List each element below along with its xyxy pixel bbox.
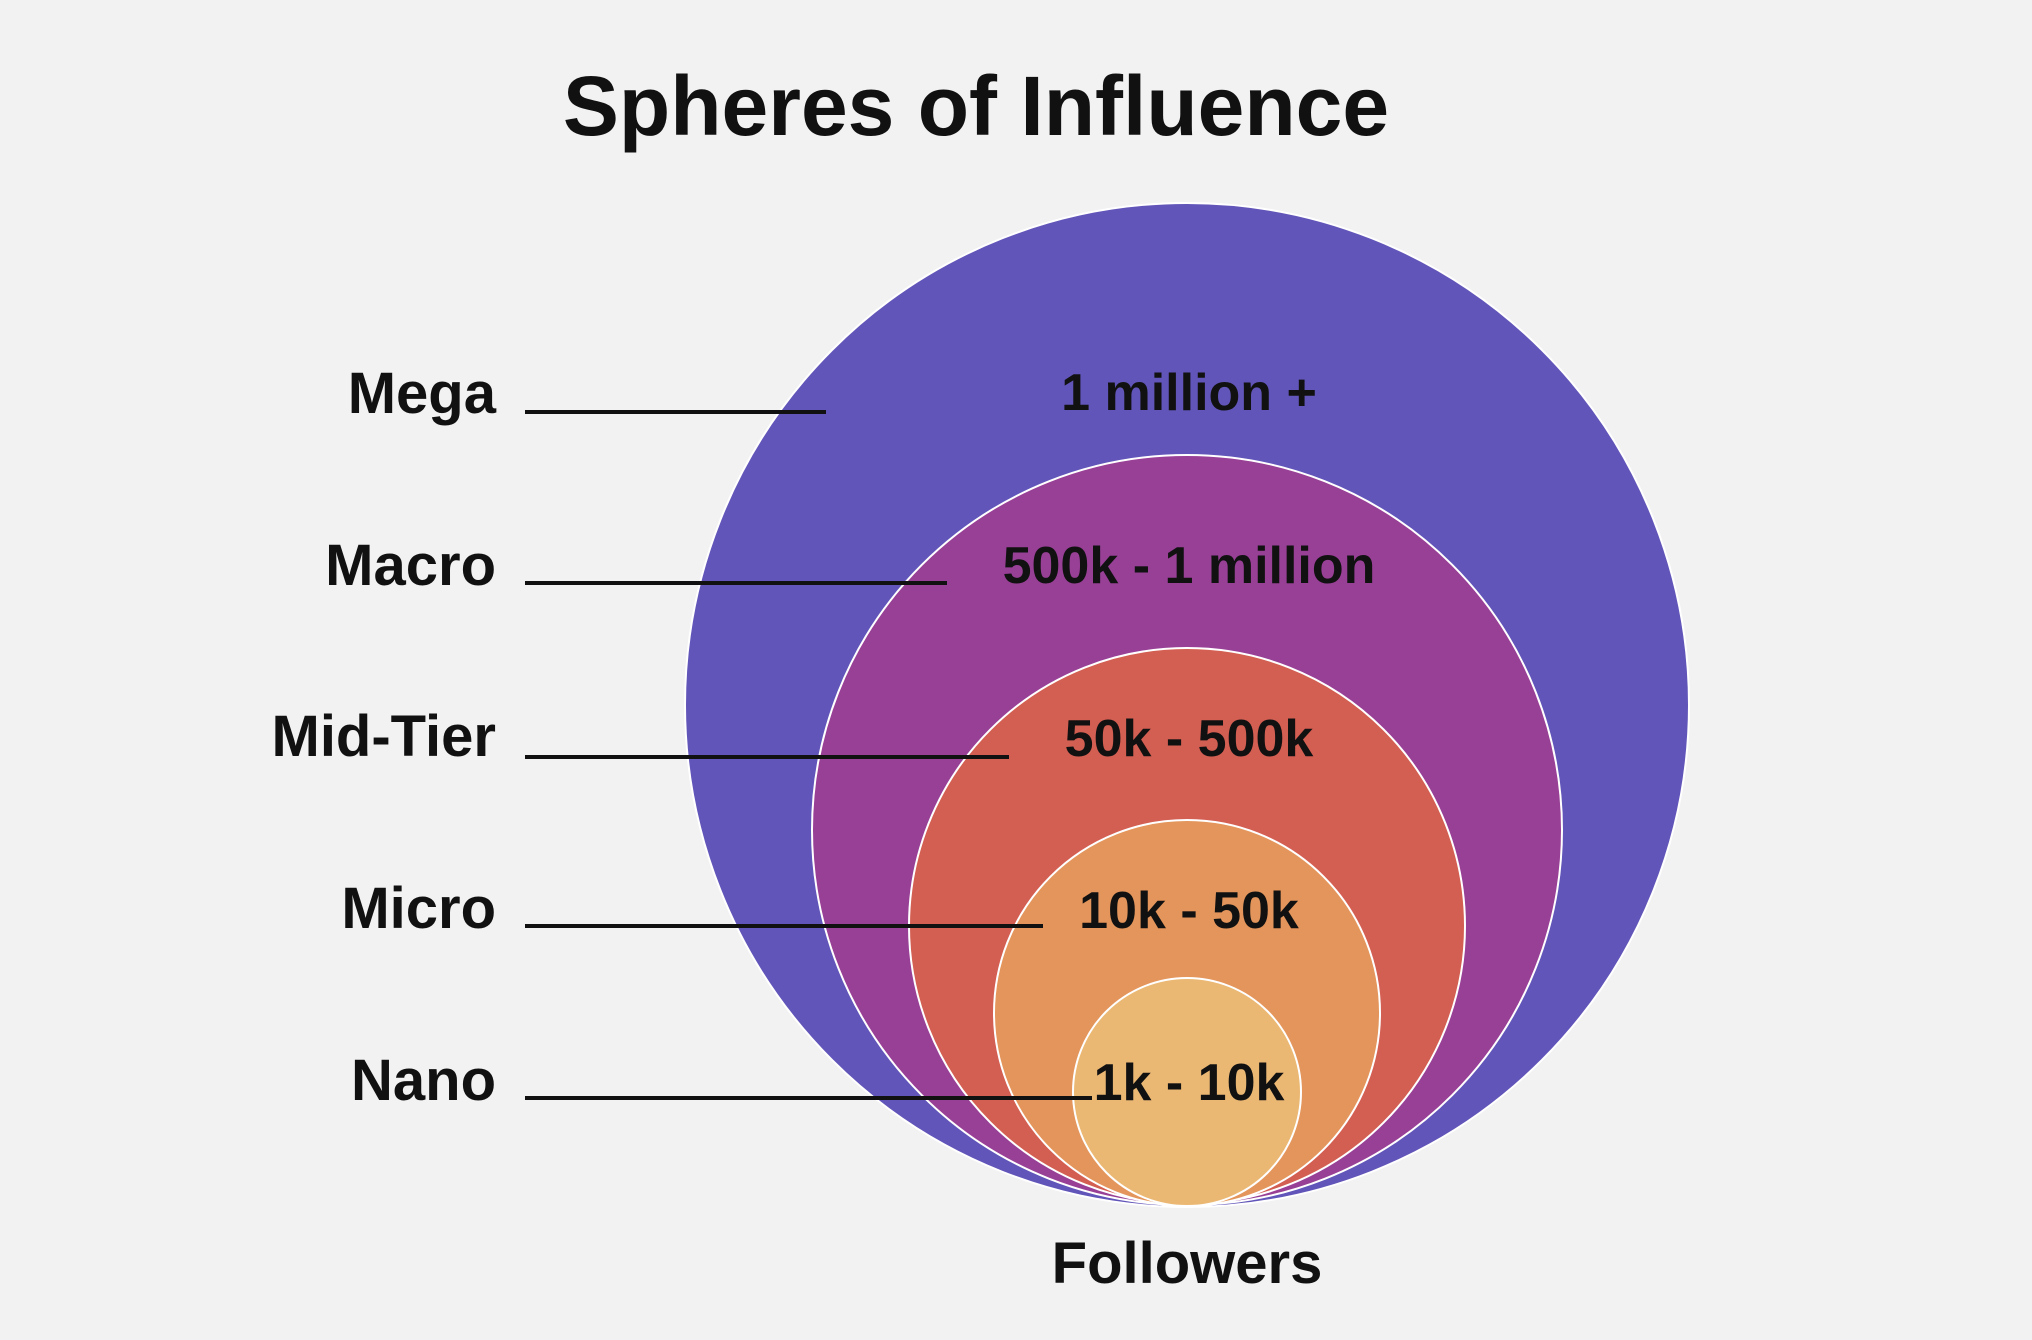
range-label-micro: 10k - 50k [1079, 882, 1299, 940]
tier-labels: Mega Macro Mid-Tier Micro Nano [272, 361, 497, 1113]
followers-label: Followers [1052, 1231, 1323, 1296]
tier-label-mid-tier: Mid-Tier [272, 704, 497, 769]
spheres [684, 202, 1690, 1208]
tier-label-micro: Micro [341, 876, 496, 941]
tier-label-nano: Nano [351, 1048, 496, 1113]
sphere-nano [1072, 977, 1302, 1207]
range-labels: 1 million + 500k - 1 million 50k - 500k … [1003, 364, 1376, 1112]
tier-label-mega: Mega [348, 361, 497, 426]
range-label-nano: 1k - 10k [1094, 1054, 1285, 1112]
leader-lines [525, 410, 1092, 1100]
range-label-mid-tier: 50k - 500k [1065, 710, 1314, 768]
range-label-macro: 500k - 1 million [1003, 537, 1376, 595]
diagram-title: Spheres of Influence [563, 59, 1389, 153]
range-label-mega: 1 million + [1061, 364, 1317, 422]
tier-label-macro: Macro [325, 533, 496, 598]
